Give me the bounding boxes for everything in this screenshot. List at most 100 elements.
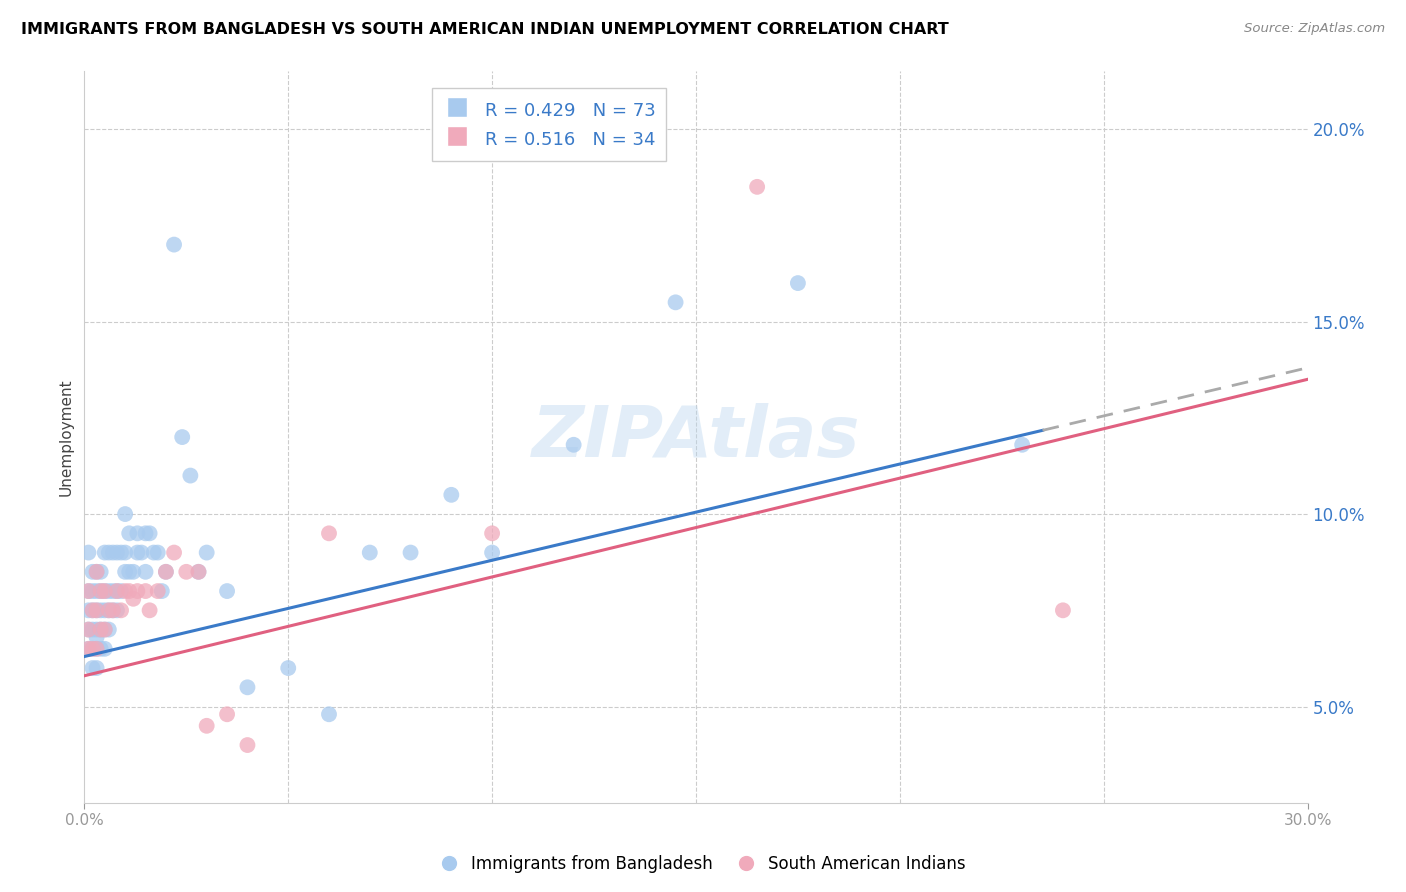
Point	[101, 584, 124, 599]
Point	[77, 623, 100, 637]
Point	[86, 641, 108, 656]
Point	[82, 603, 104, 617]
Point	[90, 565, 112, 579]
Point	[1011, 438, 1033, 452]
Point	[236, 738, 259, 752]
Point	[105, 584, 128, 599]
Point	[118, 584, 141, 599]
Point	[93, 623, 115, 637]
Point	[77, 584, 100, 599]
Point	[97, 603, 120, 617]
Point	[1052, 603, 1074, 617]
Point	[86, 603, 108, 617]
Point	[86, 630, 108, 644]
Point	[86, 623, 108, 637]
Point	[187, 565, 209, 579]
Point	[90, 584, 112, 599]
Point	[97, 545, 120, 559]
Point	[114, 584, 136, 599]
Legend: Immigrants from Bangladesh, South American Indians: Immigrants from Bangladesh, South Americ…	[434, 848, 972, 880]
Point	[93, 603, 115, 617]
Point	[90, 603, 112, 617]
Point	[90, 641, 112, 656]
Point	[127, 526, 149, 541]
Legend: R = 0.429   N = 73, R = 0.516   N = 34: R = 0.429 N = 73, R = 0.516 N = 34	[432, 87, 666, 161]
Point	[155, 565, 177, 579]
Point	[77, 545, 100, 559]
Point	[399, 545, 422, 559]
Point	[93, 623, 115, 637]
Point	[114, 565, 136, 579]
Point	[146, 545, 169, 559]
Point	[110, 545, 132, 559]
Text: ZIPAtlas: ZIPAtlas	[531, 402, 860, 472]
Point	[562, 438, 585, 452]
Point	[93, 545, 115, 559]
Point	[82, 661, 104, 675]
Point	[110, 584, 132, 599]
Point	[82, 603, 104, 617]
Y-axis label: Unemployment: Unemployment	[58, 378, 73, 496]
Point	[97, 584, 120, 599]
Point	[82, 641, 104, 656]
Point	[90, 584, 112, 599]
Point	[150, 584, 173, 599]
Point	[440, 488, 463, 502]
Point	[82, 584, 104, 599]
Point	[97, 623, 120, 637]
Point	[665, 295, 688, 310]
Point	[114, 545, 136, 559]
Point	[127, 584, 149, 599]
Point	[131, 545, 153, 559]
Point	[163, 545, 186, 559]
Point	[77, 641, 100, 656]
Point	[105, 603, 128, 617]
Point	[105, 584, 128, 599]
Point	[90, 623, 112, 637]
Point	[110, 603, 132, 617]
Point	[318, 526, 340, 541]
Point	[77, 603, 100, 617]
Point	[359, 545, 381, 559]
Point	[236, 681, 259, 695]
Point	[93, 641, 115, 656]
Point	[217, 707, 239, 722]
Point	[101, 603, 124, 617]
Point	[747, 179, 769, 194]
Point	[105, 545, 128, 559]
Point	[82, 623, 104, 637]
Point	[77, 623, 100, 637]
Point	[481, 526, 503, 541]
Point	[101, 603, 124, 617]
Point	[93, 584, 115, 599]
Point	[481, 545, 503, 559]
Point	[86, 565, 108, 579]
Point	[187, 565, 209, 579]
Point	[82, 565, 104, 579]
Point	[155, 565, 177, 579]
Text: IMMIGRANTS FROM BANGLADESH VS SOUTH AMERICAN INDIAN UNEMPLOYMENT CORRELATION CHA: IMMIGRANTS FROM BANGLADESH VS SOUTH AMER…	[21, 22, 949, 37]
Point	[179, 468, 201, 483]
Point	[163, 237, 186, 252]
Point	[86, 603, 108, 617]
Point	[135, 565, 157, 579]
Point	[86, 641, 108, 656]
Point	[77, 641, 100, 656]
Point	[135, 584, 157, 599]
Point	[174, 565, 197, 579]
Point	[86, 584, 108, 599]
Point	[86, 565, 108, 579]
Point	[277, 661, 299, 675]
Point	[195, 545, 218, 559]
Point	[82, 641, 104, 656]
Point	[122, 591, 145, 606]
Point	[118, 526, 141, 541]
Point	[114, 507, 136, 521]
Point	[146, 584, 169, 599]
Point	[195, 719, 218, 733]
Point	[97, 603, 120, 617]
Point	[118, 565, 141, 579]
Point	[138, 603, 160, 617]
Point	[138, 526, 160, 541]
Point	[318, 707, 340, 722]
